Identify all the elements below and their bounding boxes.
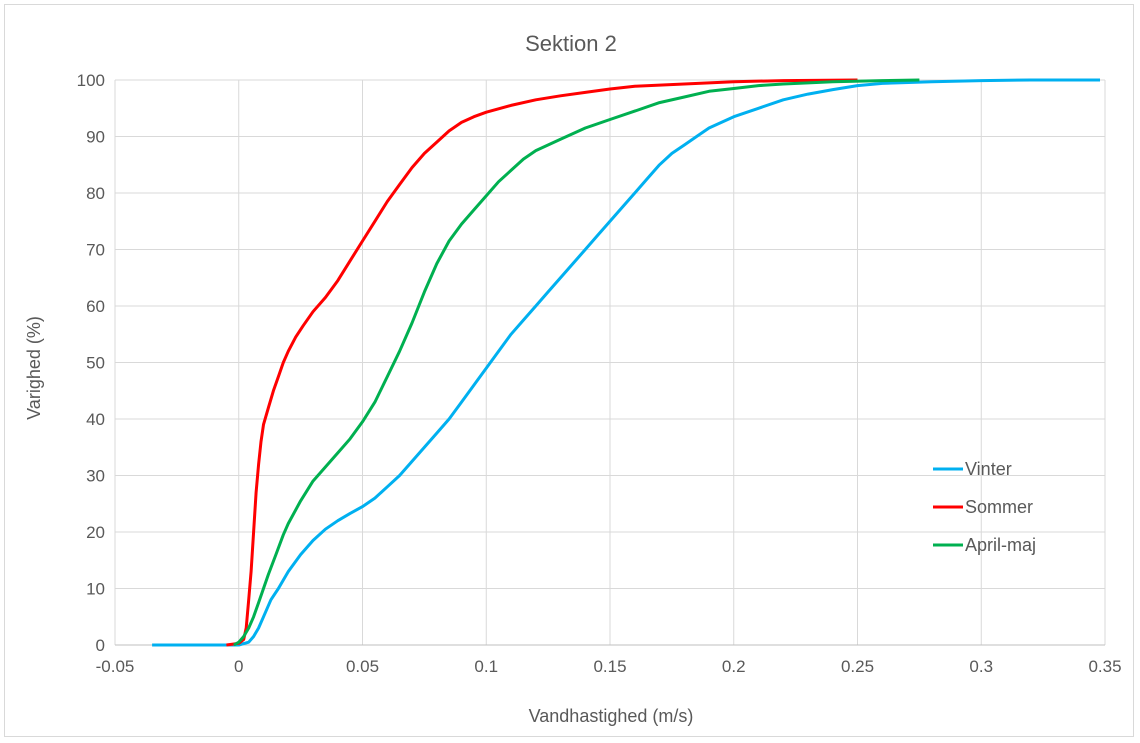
legend-label: Vinter	[965, 459, 1012, 479]
x-tick-label: 0.1	[474, 657, 498, 676]
y-tick-label: 30	[86, 467, 105, 486]
y-tick-label: 0	[96, 636, 105, 655]
y-tick-label: 20	[86, 523, 105, 542]
y-tick-label: 10	[86, 580, 105, 599]
legend: Vinter Sommer April-maj	[933, 459, 1036, 555]
chart-title: Sektion 2	[525, 31, 617, 56]
series-line-vinter	[152, 78, 1100, 647]
x-tick-label: 0.25	[841, 657, 874, 676]
y-tick-label: 90	[86, 128, 105, 147]
y-tick-label: 50	[86, 354, 105, 373]
x-tick-label: 0.15	[593, 657, 626, 676]
legend-label: April-maj	[965, 535, 1036, 555]
x-axis-ticks: -0.05 0 0.05 0.1 0.15 0.2 0.25 0.3 0.35	[96, 657, 1122, 676]
y-tick-label: 80	[86, 184, 105, 203]
x-axis-label: Vandhastighed (m/s)	[529, 706, 694, 726]
x-tick-label: 0	[234, 657, 243, 676]
y-tick-label: 100	[77, 71, 105, 90]
series-group	[152, 78, 1100, 647]
x-tick-label: 0.3	[969, 657, 993, 676]
y-tick-label: 40	[86, 410, 105, 429]
legend-label: Sommer	[965, 497, 1033, 517]
series-line-sommer	[226, 78, 858, 647]
x-tick-label: -0.05	[96, 657, 135, 676]
series-line-april-maj	[233, 78, 920, 647]
y-tick-label: 60	[86, 297, 105, 316]
y-axis-label: Varighed (%)	[24, 316, 44, 420]
y-tick-label: 70	[86, 241, 105, 260]
x-tick-label: 0.05	[346, 657, 379, 676]
line-chart: Sektion 2 -0.05 0 0.05 0.1 0.15 0.2 0.25 0.3 0.3…	[24, 31, 1122, 726]
x-tick-label: 0.35	[1088, 657, 1121, 676]
x-tick-label: 0.2	[722, 657, 746, 676]
chart-frame: Sektion 2 -0.05 0 0.05 0.1 0.15 0.2 0.25 0.3 0.3…	[4, 4, 1134, 737]
y-axis-ticks: 0 10 20 30 40 50 60 70 80 90 100	[77, 71, 105, 655]
gridlines	[114, 79, 1106, 646]
